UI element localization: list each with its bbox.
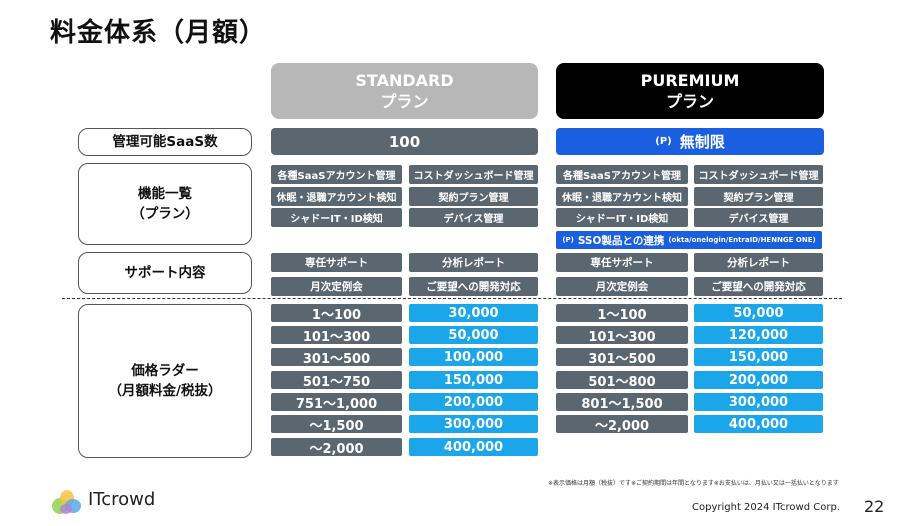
saas-count-premium: (P) 無制限	[556, 128, 824, 155]
feature-premium-item: コストダッシュボード管理	[694, 165, 823, 184]
sso-label: SSO製品との連携	[577, 234, 665, 247]
price-range-premium: 301～500	[556, 348, 688, 367]
support-standard-item: 月次定例会	[271, 277, 402, 296]
page-title: 料金体系（月額）	[50, 18, 267, 48]
label-price-ladder: 価格ラダー （月額料金/税抜）	[78, 304, 252, 458]
plan-sub-premium: プラン	[665, 92, 714, 111]
plan-name-standard: STANDARD	[355, 71, 454, 90]
feature-standard-item: 各種SaaSアカウント管理	[271, 165, 402, 184]
feature-premium-item: シャドーIT・ID検知	[556, 208, 688, 227]
price-value-premium: 200,000	[694, 371, 823, 389]
price-range-premium: 1～100	[556, 304, 688, 323]
feature-premium-item: 休眠・退職アカウント検知	[556, 187, 688, 206]
page-number: 22	[864, 497, 885, 516]
price-range-premium: 501～800	[556, 371, 688, 390]
plan-header-standard: STANDARD プラン	[271, 63, 538, 119]
price-value-premium: 120,000	[694, 326, 823, 344]
price-range-standard: 501～750	[271, 371, 402, 390]
feature-standard-item: シャドーIT・ID検知	[271, 208, 402, 227]
price-range-premium: 101～300	[556, 326, 688, 345]
price-range-standard: ～1,500	[271, 415, 402, 434]
saas-count-standard: 100	[271, 128, 538, 155]
price-value-standard: 50,000	[409, 326, 538, 344]
price-range-standard: ～2,000	[271, 438, 402, 457]
itcrowd-logo-icon	[52, 490, 81, 514]
copyright: Copyright 2024 ITcrowd Corp.	[692, 502, 840, 513]
feature-premium-item: 契約プラン管理	[694, 187, 823, 206]
price-value-standard: 150,000	[409, 371, 538, 389]
price-range-premium: 801～1,500	[556, 393, 688, 412]
saas-count-premium-value: 無制限	[679, 133, 725, 151]
label-features: 機能一覧 （プラン）	[78, 163, 252, 245]
price-range-standard: 751～1,000	[271, 393, 402, 412]
feature-standard-item: 契約プラン管理	[409, 187, 538, 206]
footnote: ※表示価格は月額（税抜）です※ご契約期間は年間となります※お支払いは、月払い又は…	[548, 480, 839, 487]
sso-mark: (P)	[562, 236, 574, 244]
price-value-standard: 30,000	[409, 304, 538, 322]
price-value-premium: 300,000	[694, 393, 823, 411]
support-standard-item: ご要望への開発対応	[409, 277, 538, 296]
plan-name-premium: PUREMIUM	[640, 71, 740, 90]
sso-feature-premium: (P) SSO製品との連携 (okta/onelogin/EntraID/HEN…	[556, 231, 822, 249]
plan-header-premium: PUREMIUM プラン	[556, 63, 824, 119]
premium-mark: (P)	[655, 136, 672, 147]
label-saas-count: 管理可能SaaS数	[78, 128, 252, 156]
support-standard-item: 分析レポート	[409, 253, 538, 272]
feature-standard-item: 休眠・退職アカウント検知	[271, 187, 402, 206]
support-premium-item: 分析レポート	[694, 253, 823, 272]
price-value-standard: 400,000	[409, 438, 538, 456]
price-range-standard: 1～100	[271, 304, 402, 323]
price-value-premium: 150,000	[694, 348, 823, 366]
support-premium-item: ご要望への開発対応	[694, 277, 823, 296]
feature-premium-item: デバイス管理	[694, 208, 823, 227]
price-value-standard: 300,000	[409, 415, 538, 433]
price-value-premium: 400,000	[694, 415, 823, 433]
label-support: サポート内容	[78, 252, 252, 294]
price-value-premium: 50,000	[694, 304, 823, 322]
plan-sub-standard: プラン	[380, 92, 429, 111]
feature-standard-item: コストダッシュボード管理	[409, 165, 538, 184]
logo-text: ITcrowd	[88, 489, 156, 510]
price-range-standard: 301～500	[271, 348, 402, 367]
support-standard-item: 専任サポート	[271, 253, 402, 272]
price-value-standard: 100,000	[409, 348, 538, 366]
section-divider	[62, 298, 842, 299]
price-range-standard: 101～300	[271, 326, 402, 345]
price-value-standard: 200,000	[409, 393, 538, 411]
feature-standard-item: デバイス管理	[409, 208, 538, 227]
sso-sub: (okta/onelogin/EntraID/HENNGE ONE)	[668, 236, 816, 244]
feature-premium-item: 各種SaaSアカウント管理	[556, 165, 688, 184]
support-premium-item: 専任サポート	[556, 253, 688, 272]
support-premium-item: 月次定例会	[556, 277, 688, 296]
price-range-premium: ～2,000	[556, 415, 688, 434]
